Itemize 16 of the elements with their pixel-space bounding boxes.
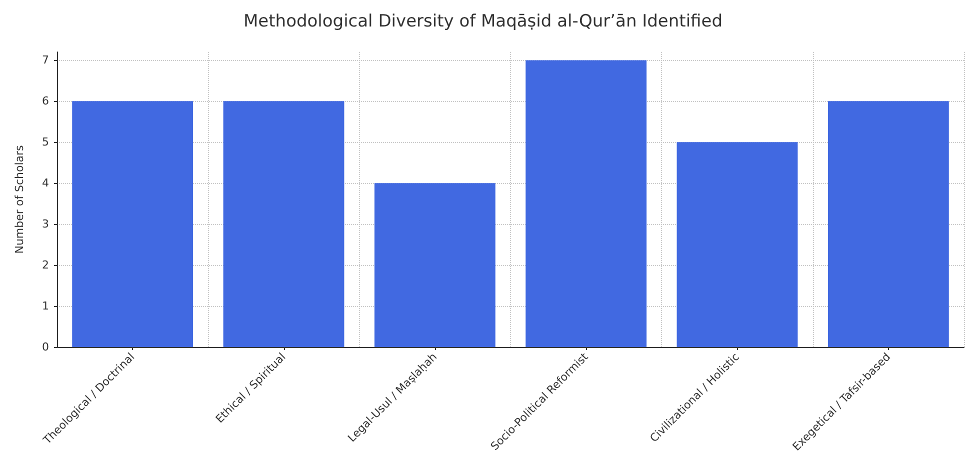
bar [223,101,344,347]
bar [374,183,496,347]
y-tick-label: 4 [42,176,49,190]
y-tick-label: 7 [42,54,49,67]
y-tick-label: 3 [42,218,49,231]
y-axis-title: Number of Scholars [13,144,26,254]
chart-title: Methodological Diversity of Maqāṣid al-Qur’ān Identified [243,12,723,32]
bar [526,60,647,347]
y-tick-label: 5 [42,136,49,149]
y-tick-label: 0 [42,340,49,354]
y-tick-label: 2 [42,258,49,272]
bar [72,101,194,347]
bar [676,142,798,347]
bar [828,101,949,347]
y-tick-label: 6 [42,94,49,108]
y-tick-label: 1 [42,300,49,313]
